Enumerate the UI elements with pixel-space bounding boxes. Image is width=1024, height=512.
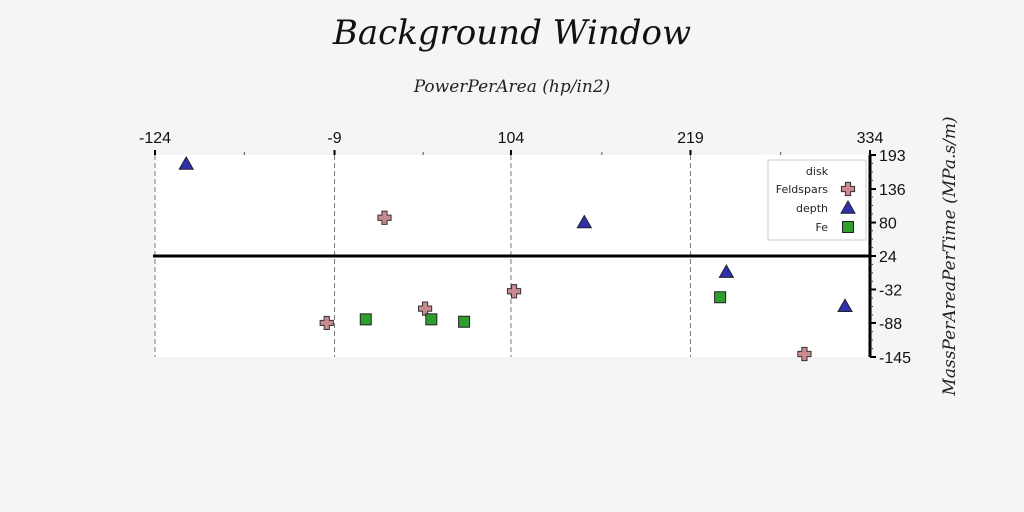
data-point-fe — [359, 313, 372, 326]
legend-marker-feldspars — [840, 181, 856, 197]
data-point-feldspars — [319, 315, 334, 331]
y-tick-label: -88 — [879, 316, 902, 333]
data-point-fe — [458, 315, 471, 328]
chart-title: Background Window — [332, 13, 691, 53]
legend-label: Feldspars — [776, 183, 829, 196]
data-point-depth — [718, 264, 735, 278]
data-point-feldspars — [506, 284, 522, 299]
y-tick-label: 80 — [879, 216, 897, 233]
legend-marker-fe — [842, 221, 854, 233]
y-axis-label: MassPerAreaPerTime (MPa.s/m) — [940, 116, 960, 396]
data-point-feldspars — [797, 346, 812, 362]
y-tick-label: 193 — [879, 148, 906, 165]
legend-label: depth — [796, 202, 828, 215]
legend: disk Feldspars depth Fe — [767, 159, 867, 241]
x-tick-label: 104 — [498, 130, 525, 147]
data-point-feldspars — [377, 210, 392, 225]
legend-label: Fe — [816, 221, 829, 234]
y-tick-label: -145 — [879, 350, 911, 367]
x-axis-ticks: -124 -9 104 219 334 — [139, 130, 883, 155]
data-points — [178, 155, 853, 362]
data-point-depth — [576, 214, 593, 229]
data-point-fe — [714, 291, 727, 304]
x-axis-label: PowerPerArea (hp/in2) — [413, 77, 611, 97]
y-tick-label: 24 — [879, 249, 897, 266]
y-tick-label: -32 — [879, 282, 902, 299]
legend-title: disk — [806, 165, 829, 178]
x-tick-label: -124 — [139, 130, 171, 147]
data-point-depth — [837, 298, 853, 312]
data-point-depth — [178, 155, 195, 170]
data-point-fe — [425, 313, 438, 326]
y-tick-label: 136 — [879, 182, 906, 199]
y-axis-ticks: 193 136 80 24 -32 -88 -145 — [868, 148, 911, 367]
legend-marker-depth — [840, 199, 856, 214]
x-tick-label: 219 — [677, 130, 704, 147]
x-tick-label: 334 — [857, 130, 884, 147]
x-tick-label: -9 — [327, 130, 341, 147]
